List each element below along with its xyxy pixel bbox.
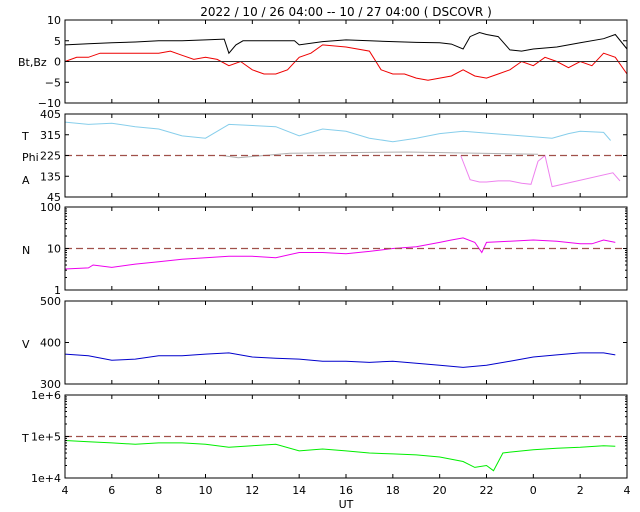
x-tick-label: 4 [624,484,631,497]
y-tick-label: 0 [54,56,61,69]
y-tick-label: −5 [45,76,61,89]
y-axis-label: A [22,174,30,187]
x-tick-label: 0 [530,484,537,497]
x-tick-label: 20 [433,484,447,497]
x-tick-label: 2 [577,484,584,497]
y-axis-label: T [21,130,29,143]
x-axis-label: UT [339,498,354,511]
x-tick-label: 10 [199,484,213,497]
y-tick-label: 400 [40,337,61,350]
series-angle-0 [64,121,611,143]
x-tick-label: 8 [155,484,162,497]
y-tick-label: 500 [40,295,61,308]
y-tick-label: 135 [40,170,61,183]
y-tick-label: 45 [47,191,61,204]
panel-angle: 405 315 225 135 45 T Phi A [21,108,628,204]
y-tick-label: 300 [40,378,61,391]
y-tick-label: 5 [54,35,61,48]
x-tick-label: 22 [480,484,494,497]
series-temperature-0 [64,440,616,472]
panel-temperature: 1e+6 1e+5 1e+4 T [21,389,628,485]
y-axis-label: Bt,Bz [18,56,47,69]
y-tick-label: 1 [54,284,61,297]
series-velocity-0 [64,352,616,368]
x-tick-label: 14 [292,484,306,497]
y-tick-label: 10 [47,14,61,27]
y-tick-label: 225 [40,150,61,163]
chart-title: 2022 / 10 / 26 04:00 -- 10 / 27 04:00 ( … [200,5,492,19]
panel-mag: 10 5 0 −5 −10 Bt,Bz [18,14,628,110]
x-tick-label: 4 [62,484,69,497]
y-tick-label: 1e+4 [31,472,61,485]
panel-density: 100 10 1 N [22,201,628,297]
series-mag-0 [64,31,628,55]
y-tick-label: 10 [47,243,61,256]
x-tick-label: 6 [108,484,115,497]
series-density-0 [64,237,616,270]
y-tick-label: −10 [38,97,61,110]
x-tick-label: 12 [245,484,259,497]
y-axis-label: V [22,338,30,351]
series-angle-1 [460,154,621,188]
y-tick-label: 100 [40,201,61,214]
y-tick-label: 405 [40,108,61,121]
y-axis-label: T [21,432,29,445]
series-mag-1 [64,44,628,81]
y-tick-label: 315 [40,129,61,142]
x-tick-labels: 4 6 8 10 12 14 16 18 20 22 0 2 4 [62,484,631,497]
panels: 10 5 0 −5 −10 Bt,Bz 405 315 225 135 45 T Phi A 100 10 1 N… [18,14,628,485]
x-tick-label: 16 [339,484,353,497]
y-tick-label: 1e+6 [31,389,61,402]
x-tick-label: 18 [386,484,400,497]
y-tick-label: 1e+5 [31,431,61,444]
panel-frame-velocity [64,300,628,385]
y-axis-label: N [22,244,30,257]
panel-velocity: 500 400 300 V [22,295,628,391]
series-angle-2 [221,151,539,159]
y-axis-label: Phi [22,151,39,164]
